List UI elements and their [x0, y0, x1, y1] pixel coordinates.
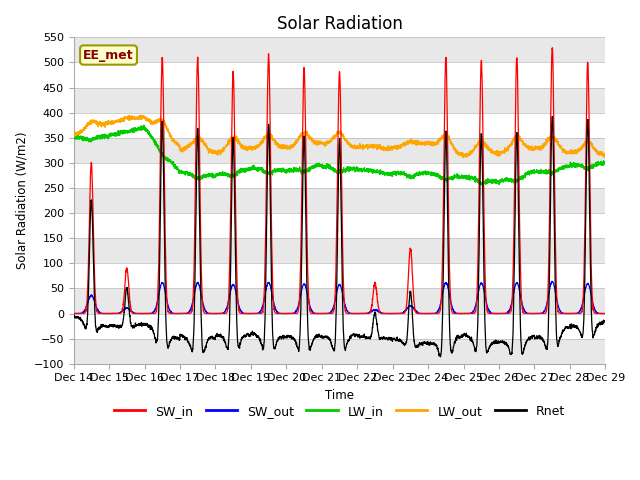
Legend: SW_in, SW_out, LW_in, LW_out, Rnet: SW_in, SW_out, LW_in, LW_out, Rnet	[109, 400, 570, 423]
Bar	[74, 238, 605, 264]
Bar	[74, 37, 605, 62]
Bar	[74, 138, 605, 163]
Bar	[74, 87, 605, 113]
Bar	[74, 338, 605, 364]
Bar	[74, 188, 605, 213]
Title: Solar Radiation: Solar Radiation	[276, 15, 403, 33]
Y-axis label: Solar Radiation (W/m2): Solar Radiation (W/m2)	[15, 132, 28, 269]
Bar	[74, 288, 605, 313]
Text: EE_met: EE_met	[83, 48, 134, 61]
X-axis label: Time: Time	[325, 389, 354, 402]
